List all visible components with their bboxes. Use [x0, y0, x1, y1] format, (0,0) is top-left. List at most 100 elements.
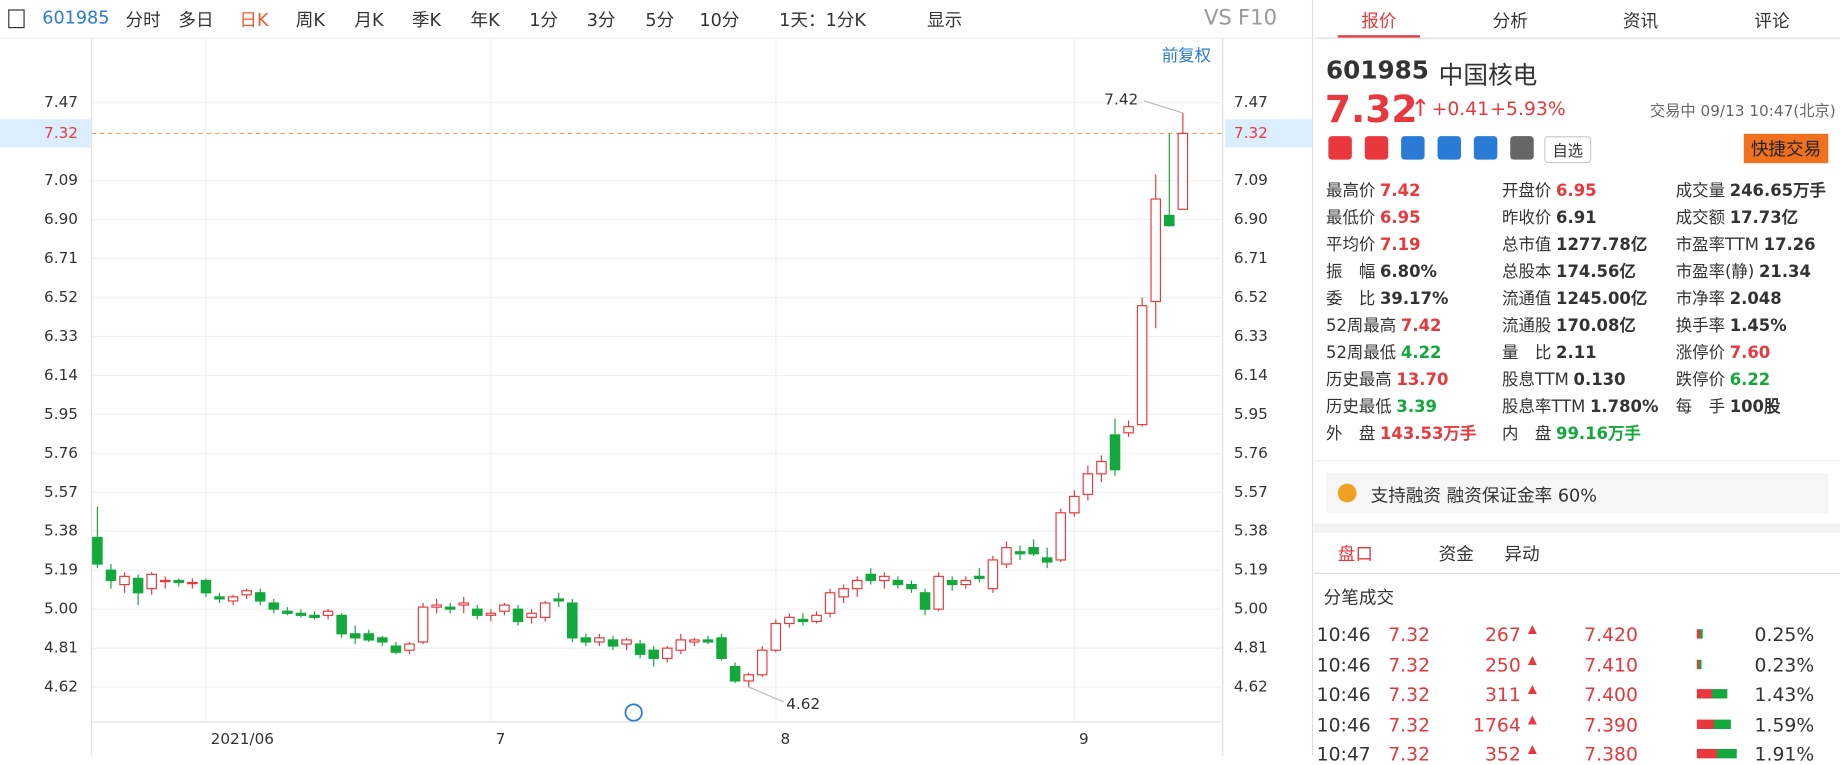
candle-body: [553, 598, 564, 602]
code: 601985: [1326, 56, 1429, 85]
tick-time: 10:46: [1316, 713, 1371, 736]
candle-body: [1041, 557, 1053, 563]
candle-body: [295, 612, 307, 616]
icon[interactable]: [1364, 136, 1389, 160]
subtab[interactable]: 资金: [1438, 543, 1474, 565]
toolbar: 601985 显示 VS F10 分时 多日 日K 周K 月K 季K 年K 1分 3分 5分 10分…: [0, 0, 1312, 39]
max-label: 7.42: [1104, 90, 1138, 108]
field-value: 1245.00亿: [1556, 289, 1648, 309]
margin-text: 支持融资 融资保证金率 60%: [1370, 484, 1597, 506]
candle-body: [607, 639, 619, 647]
last-price-box: [1225, 119, 1312, 148]
display[interactable]: 显示: [927, 9, 963, 31]
menu-icon[interactable]: [8, 9, 25, 29]
f10[interactable]: F10: [1238, 5, 1278, 31]
tick-arrow: ▲: [1527, 743, 1537, 756]
tab[interactable]: 1天：1分K: [779, 9, 866, 31]
gap: [1314, 523, 1840, 533]
min-leader: [748, 686, 785, 703]
tick-level: 7.390: [1584, 713, 1638, 736]
subtab[interactable]: 盘口: [1337, 543, 1373, 565]
y-tick-label-right: 5.57: [1234, 483, 1268, 501]
event-icon[interactable]: [624, 703, 643, 722]
field-value: 7.60: [1729, 343, 1771, 363]
field: 量 比 2.11: [1502, 340, 1597, 363]
icon[interactable]: [1473, 136, 1498, 160]
tick-price: 7.32: [1388, 623, 1431, 646]
candle-body: [933, 575, 944, 610]
tick-arrow: ▲: [1527, 683, 1537, 697]
last-price-label: 7.32: [1234, 124, 1268, 142]
tab[interactable]: 多日: [178, 9, 214, 31]
tab[interactable]: 日K: [239, 9, 269, 31]
field: 历史最高 13.70: [1326, 367, 1448, 390]
tab[interactable]: 周K: [295, 9, 325, 31]
field-label: 市盈率TTM: [1675, 235, 1759, 255]
tick-vol: 267: [1484, 623, 1521, 646]
vs[interactable]: VS: [1203, 5, 1232, 31]
candle-body: [539, 602, 551, 618]
field: 52周最高 7.42: [1326, 313, 1441, 336]
field-label: 股息TTM: [1502, 370, 1569, 390]
tab[interactable]: 5分: [645, 9, 675, 31]
field-value: 1277.78亿: [1556, 235, 1648, 255]
tick-bar: [1696, 748, 1738, 759]
tab[interactable]: 报价: [1361, 10, 1397, 32]
y-tick-label-right: 6.14: [1234, 366, 1268, 384]
tick-vol: 352: [1484, 743, 1521, 765]
icon[interactable]: [1510, 136, 1534, 160]
y-tick-label: 4.62: [44, 678, 78, 696]
field: 股息TTM 0.130: [1502, 367, 1625, 390]
icon[interactable]: [1401, 136, 1425, 160]
trade[interactable]: 快捷交易: [1743, 133, 1829, 164]
tab[interactable]: 月K: [354, 9, 384, 31]
tab[interactable]: 10分: [699, 9, 740, 31]
field: 振 幅 6.80%: [1326, 259, 1437, 282]
tick-time: 10:46: [1316, 623, 1371, 646]
tab[interactable]: 1分: [529, 9, 559, 31]
tab[interactable]: 分析: [1492, 10, 1528, 32]
field-label: 昨收价: [1502, 208, 1552, 228]
field-label: 量 比: [1502, 343, 1552, 363]
tab[interactable]: 分时: [125, 9, 161, 31]
price: 7.32: [1324, 86, 1418, 132]
x-tick-label: 7: [496, 730, 506, 748]
adjust[interactable]: 前复权: [1162, 46, 1211, 65]
icon[interactable]: [1437, 136, 1461, 160]
tick-arrow: ▲: [1527, 653, 1537, 667]
tick-time: 10:47: [1316, 743, 1371, 765]
field-value: 7.42: [1400, 316, 1442, 336]
candle-body: [336, 614, 347, 635]
field-label: 总股本: [1502, 262, 1552, 282]
watch[interactable]: 自选: [1544, 136, 1592, 164]
y-tick-label: 5.00: [44, 600, 78, 618]
field-label: 历史最高: [1326, 370, 1392, 390]
tick-time: 10:46: [1316, 653, 1371, 676]
subtab[interactable]: 异动: [1504, 543, 1540, 565]
tick-pct: 1.43%: [1754, 683, 1815, 706]
tab[interactable]: 3分: [586, 9, 616, 31]
field-value: 6.95: [1556, 181, 1597, 201]
x-tick-label: 2021/06: [211, 730, 274, 748]
candle-body: [960, 579, 972, 586]
y-tick-label: 6.14: [44, 366, 78, 384]
field: 市净率 2.048: [1676, 286, 1782, 309]
change: +0.41: [1431, 97, 1490, 120]
field: 换手率 1.45%: [1676, 313, 1787, 336]
candle-body: [322, 610, 334, 616]
field-value: 6.95: [1380, 208, 1421, 228]
icon[interactable]: [1328, 136, 1352, 160]
tab[interactable]: 评论: [1754, 10, 1790, 32]
candle-body: [811, 614, 822, 623]
candle-body: [200, 579, 212, 594]
candle-body: [689, 639, 700, 643]
candle-body: [458, 602, 470, 606]
tab[interactable]: 季K: [411, 9, 442, 31]
field: 内 盘 99.16万手: [1502, 421, 1641, 444]
candle-body: [1055, 512, 1067, 561]
tab[interactable]: 资讯: [1622, 10, 1659, 32]
field-value: 6.22: [1729, 370, 1771, 390]
sep: [1314, 460, 1840, 462]
tab[interactable]: 年K: [470, 9, 500, 31]
